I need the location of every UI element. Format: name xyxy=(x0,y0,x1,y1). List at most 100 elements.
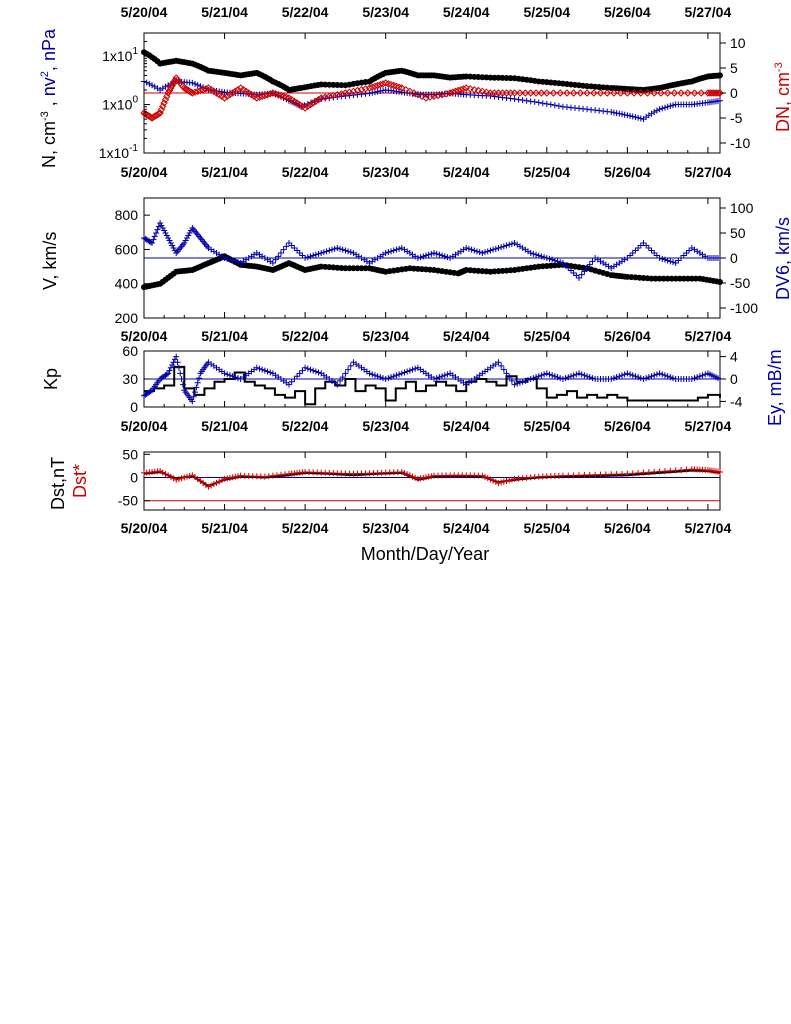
data-point xyxy=(624,370,631,377)
data-point xyxy=(549,256,556,263)
data-point xyxy=(586,374,593,381)
data-point xyxy=(310,367,317,374)
data-point xyxy=(417,475,424,482)
data-point xyxy=(369,371,376,378)
data-point xyxy=(473,248,480,255)
velocity-ylabel-right: DV6, km/s xyxy=(773,217,791,300)
y-tick-label: 0 xyxy=(130,470,138,486)
data-point xyxy=(446,89,454,97)
data-point xyxy=(194,379,201,386)
data-point xyxy=(382,250,389,256)
x-tick-label: 5/25/04 xyxy=(523,520,570,536)
data-point xyxy=(167,473,174,480)
x-tick-label: 5/23/04 xyxy=(362,328,409,344)
data-point xyxy=(345,366,352,373)
top-date-label: 5/20/04 xyxy=(121,4,168,20)
data-point xyxy=(433,375,440,382)
data-point xyxy=(151,233,158,240)
data-point xyxy=(190,393,197,400)
x-tick-label: 5/21/04 xyxy=(201,328,248,344)
data-point xyxy=(532,89,540,97)
data-point xyxy=(441,253,448,260)
data-point xyxy=(670,102,677,109)
data-point xyxy=(428,250,435,257)
data-point xyxy=(177,370,184,377)
data-point xyxy=(589,375,596,382)
data-point xyxy=(426,93,434,101)
data-point xyxy=(503,370,510,377)
y-tick-label: 600 xyxy=(115,241,139,257)
data-point xyxy=(535,252,542,259)
data-point xyxy=(342,370,349,377)
data-point xyxy=(717,468,723,475)
x-tick-label: 5/25/04 xyxy=(523,328,570,344)
data-point xyxy=(173,476,180,483)
data-point xyxy=(457,85,465,94)
data-point xyxy=(653,371,660,378)
data-point xyxy=(231,87,240,96)
data-point xyxy=(573,371,580,378)
data-point xyxy=(683,466,690,473)
data-point xyxy=(263,90,272,99)
data-point xyxy=(309,99,317,107)
data-point xyxy=(484,248,491,255)
data-point xyxy=(291,376,298,382)
data-point xyxy=(417,254,424,261)
top-date-label: 5/21/04 xyxy=(201,4,248,20)
data-point xyxy=(183,473,190,480)
x-tick-label: 5/26/04 xyxy=(604,520,651,536)
data-point xyxy=(234,259,241,266)
data-point xyxy=(554,258,561,265)
data-point xyxy=(167,364,174,371)
data-point xyxy=(523,97,530,104)
data-point xyxy=(189,398,196,405)
data-point xyxy=(640,376,647,382)
dst-plot-frame xyxy=(143,451,721,511)
y-tick-label: 1x100 xyxy=(102,95,138,113)
kp-ylabel-left: Kp xyxy=(41,368,61,390)
data-point xyxy=(511,96,518,103)
data-point xyxy=(563,89,571,97)
data-point xyxy=(226,372,233,379)
data-point xyxy=(193,384,200,391)
data-point xyxy=(377,88,384,95)
y-right-tick-label: -4 xyxy=(730,393,743,409)
data-point xyxy=(393,372,400,379)
data-point xyxy=(318,250,325,256)
data-point xyxy=(699,372,706,379)
y-right-tick-label: 5 xyxy=(730,60,738,76)
data-point xyxy=(569,89,578,97)
data-point xyxy=(465,245,472,252)
data-point xyxy=(637,375,644,382)
data-point xyxy=(342,247,349,254)
data-point xyxy=(602,471,609,478)
data-point xyxy=(530,375,537,382)
data-point xyxy=(404,471,411,478)
data-point xyxy=(438,90,446,99)
data-point xyxy=(565,374,572,381)
data-point xyxy=(328,246,335,253)
data-point xyxy=(277,250,284,256)
data-point xyxy=(584,265,591,271)
data-point xyxy=(406,472,413,479)
data-point xyxy=(412,365,419,372)
data-point xyxy=(616,89,625,97)
data-point xyxy=(613,374,620,381)
data-point xyxy=(314,95,323,104)
data-point xyxy=(361,85,370,93)
data-point xyxy=(492,478,499,485)
data-point xyxy=(667,258,674,265)
data-point xyxy=(661,104,668,111)
data-point xyxy=(374,88,381,95)
data-point xyxy=(608,471,615,478)
data-point xyxy=(539,100,546,107)
data-point xyxy=(659,371,666,378)
data-point xyxy=(371,89,378,96)
data-point xyxy=(312,368,319,375)
data-point xyxy=(667,103,674,110)
data-point xyxy=(637,115,644,122)
data-point xyxy=(165,472,172,479)
data-point xyxy=(618,372,625,379)
data-point xyxy=(169,362,176,368)
data-point xyxy=(165,86,174,95)
